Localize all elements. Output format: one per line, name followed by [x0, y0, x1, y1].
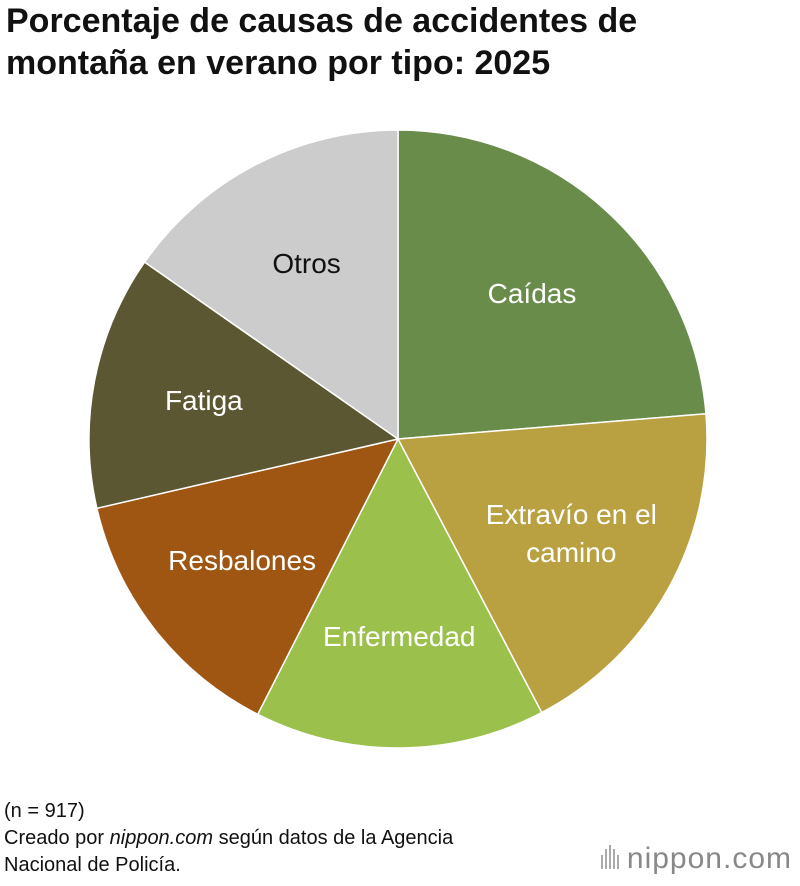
slice-label: Extravío en el camino: [485, 499, 657, 569]
slice-label: Fatiga: [164, 385, 243, 417]
slice-label: Otros: [272, 247, 341, 279]
note: (n = 917): [4, 800, 85, 822]
logo-text: nippon.com: [626, 842, 792, 875]
slice-label: Resbalones: [168, 544, 317, 576]
chart-title: Porcentaje de causas de accidentes de mo…: [6, 2, 638, 82]
pie-slice: [396, 412, 708, 714]
logo-icon: [600, 843, 621, 877]
source: Creado por nippon.com según datos de la …: [4, 825, 484, 879]
footer: (n = 917) Creado por nippon.com según da…: [4, 798, 484, 879]
source-text: según datos de la Agencia Nacional de Po…: [4, 827, 454, 876]
pie-slice: [143, 129, 399, 441]
logo: nippon.com: [600, 842, 792, 877]
pie-slice: [95, 437, 400, 716]
source-text: Creado por: [4, 827, 110, 849]
source-site: nippon.com: [109, 827, 214, 849]
pie-slice: [256, 437, 543, 749]
pie-slice: [397, 129, 707, 440]
pie-slice: [88, 261, 400, 510]
slice-label: Enfermedad: [322, 620, 476, 652]
slice-label: Caídas: [487, 277, 577, 309]
